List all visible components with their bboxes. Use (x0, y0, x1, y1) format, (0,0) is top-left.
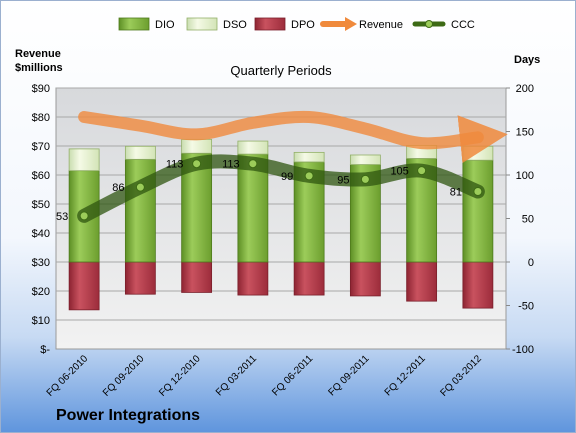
ccc-point (417, 166, 427, 176)
right-axis-tick-label: -50 (518, 301, 534, 313)
company-name: Power Integrations (56, 407, 200, 424)
category-label: FQ 06-2011 (270, 353, 315, 398)
bar-dpo (293, 261, 325, 296)
ccc-point (192, 159, 202, 169)
bar-dpo (124, 261, 156, 295)
legend-label-revenue: Revenue (359, 19, 403, 31)
bar-dio (462, 159, 494, 263)
left-axis-title-line2: $millions (15, 62, 63, 74)
bar-dso (237, 140, 269, 155)
legend-label-dio: DIO (155, 19, 175, 31)
legend-swatch-dso (186, 17, 218, 31)
bars-group (68, 138, 494, 311)
ccc-point (304, 171, 314, 181)
ccc-data-label: 86 (112, 182, 124, 194)
chart-title: Quarterly Periods (230, 63, 332, 78)
left-axis-tick-label: $80 (32, 112, 50, 124)
ccc-data-label: 113 (166, 159, 184, 171)
ccc-point (360, 174, 370, 184)
ccc-data-label: 99 (281, 171, 293, 183)
legend-label-dso: DSO (223, 19, 247, 31)
category-label: FQ 06-2010 (45, 353, 91, 399)
category-label: FQ 09-2010 (101, 353, 147, 399)
left-axis-tick-label: $40 (32, 228, 50, 240)
ccc-data-label: 105 (390, 166, 408, 178)
bar-dpo (68, 261, 100, 311)
bar-dpo (406, 261, 438, 302)
data-labels: 53 86 113 113 99 95 105 81 (56, 159, 462, 223)
legend: DIO DSO DPO Revenue CCC (118, 17, 475, 31)
bar-dso (68, 148, 100, 172)
right-axis-tick-label: 0 (528, 257, 534, 269)
ccc-line (77, 154, 485, 223)
legend-swatch-dpo (254, 17, 286, 31)
bar-dso (349, 154, 381, 165)
bar-dpo (462, 261, 494, 309)
bar-dso (293, 151, 325, 163)
legend-label-ccc: CCC (451, 19, 475, 31)
bar-dpo (237, 261, 269, 296)
bar-dpo (181, 261, 213, 293)
left-axis-tick-label: $50 (32, 199, 50, 211)
lines-group (77, 110, 508, 223)
bar-dpo (349, 261, 381, 297)
right-axis-tick-label: 150 (516, 127, 534, 139)
ccc-data-label: 113 (222, 159, 240, 171)
right-axis-tick-label: 100 (516, 170, 534, 182)
ccc-point (79, 211, 89, 221)
right-axis-tick-label: -100 (512, 344, 534, 356)
category-label: FQ 03-2012 (438, 353, 484, 399)
ccc-data-label: 53 (56, 211, 68, 223)
right-axis-tick-label: 200 (516, 83, 534, 95)
left-axis-tick-label: $60 (32, 170, 50, 182)
legend-arrow-head (345, 17, 357, 31)
left-axis-tick-label: $70 (32, 141, 50, 153)
bar-dso (181, 138, 213, 154)
right-axis-title: Days (514, 54, 540, 66)
revenue-line (78, 110, 508, 164)
bar-dso (462, 145, 494, 161)
ccc-data-label: 95 (337, 174, 349, 186)
legend-label-dpo: DPO (291, 19, 315, 31)
ccc-point (248, 159, 258, 169)
category-label: FQ 12-2010 (157, 353, 203, 399)
ccc-data-label: 81 (450, 187, 462, 199)
category-label: FQ 09-2011 (327, 353, 372, 398)
left-axis-tick-label: $30 (32, 257, 50, 269)
legend-ccc-dot (425, 20, 433, 28)
category-label: FQ 12-2011 (383, 353, 428, 398)
right-axis-tick-label: 50 (522, 214, 534, 226)
ccc-point (135, 182, 145, 192)
left-axis-tick-label: $- (40, 344, 50, 356)
bar-dso (124, 145, 156, 160)
left-axis-tick-label: $10 (32, 315, 50, 327)
category-label: FQ 03-2011 (214, 353, 259, 398)
ccc-point (473, 187, 483, 197)
legend-swatch-dio (118, 17, 150, 31)
left-axis-title-line1: Revenue (15, 48, 61, 60)
left-axis-tick-label: $90 (32, 83, 50, 95)
left-axis-tick-label: $20 (32, 286, 50, 298)
